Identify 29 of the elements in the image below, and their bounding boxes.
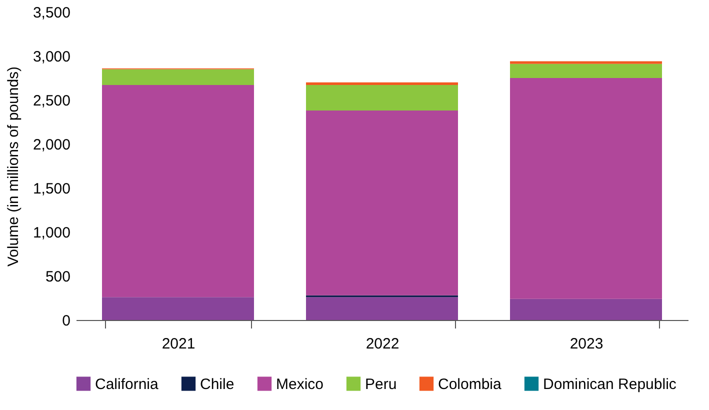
- legend-label: California: [95, 376, 160, 393]
- bar: [306, 297, 458, 320]
- legend-label: Mexico: [276, 376, 324, 393]
- x-tick-label: 2022: [366, 336, 400, 352]
- y-tick-label: 1,000: [32, 224, 70, 242]
- bar: [102, 297, 254, 320]
- bar: [102, 69, 254, 86]
- x-tick-label: 2023: [570, 336, 604, 352]
- bar: [510, 298, 662, 320]
- bar: [306, 110, 458, 296]
- bar: [102, 85, 254, 298]
- y-tick-label: 500: [45, 268, 70, 286]
- bar: [510, 78, 662, 299]
- bar: [510, 61, 662, 64]
- y-tick-label: 2,000: [32, 136, 70, 154]
- y-tick-label: 0: [62, 312, 70, 330]
- legend-label: Chile: [200, 376, 234, 393]
- y-axis-title: Volume (in millions of pounds): [4, 66, 22, 267]
- x-tick-label: 2021: [162, 336, 196, 352]
- y-tick-label: 1,500: [32, 180, 70, 198]
- legend-label: Dominican Republic: [543, 376, 677, 393]
- y-tick-label: 3,500: [32, 4, 70, 22]
- legend-label: Peru: [365, 376, 397, 393]
- bar: [306, 82, 458, 86]
- y-tick-label: 3,000: [32, 48, 70, 66]
- bar: [510, 64, 662, 78]
- legend-label: Colombia: [438, 376, 502, 393]
- bar: [306, 85, 458, 111]
- y-tick-label: 2,500: [32, 92, 70, 110]
